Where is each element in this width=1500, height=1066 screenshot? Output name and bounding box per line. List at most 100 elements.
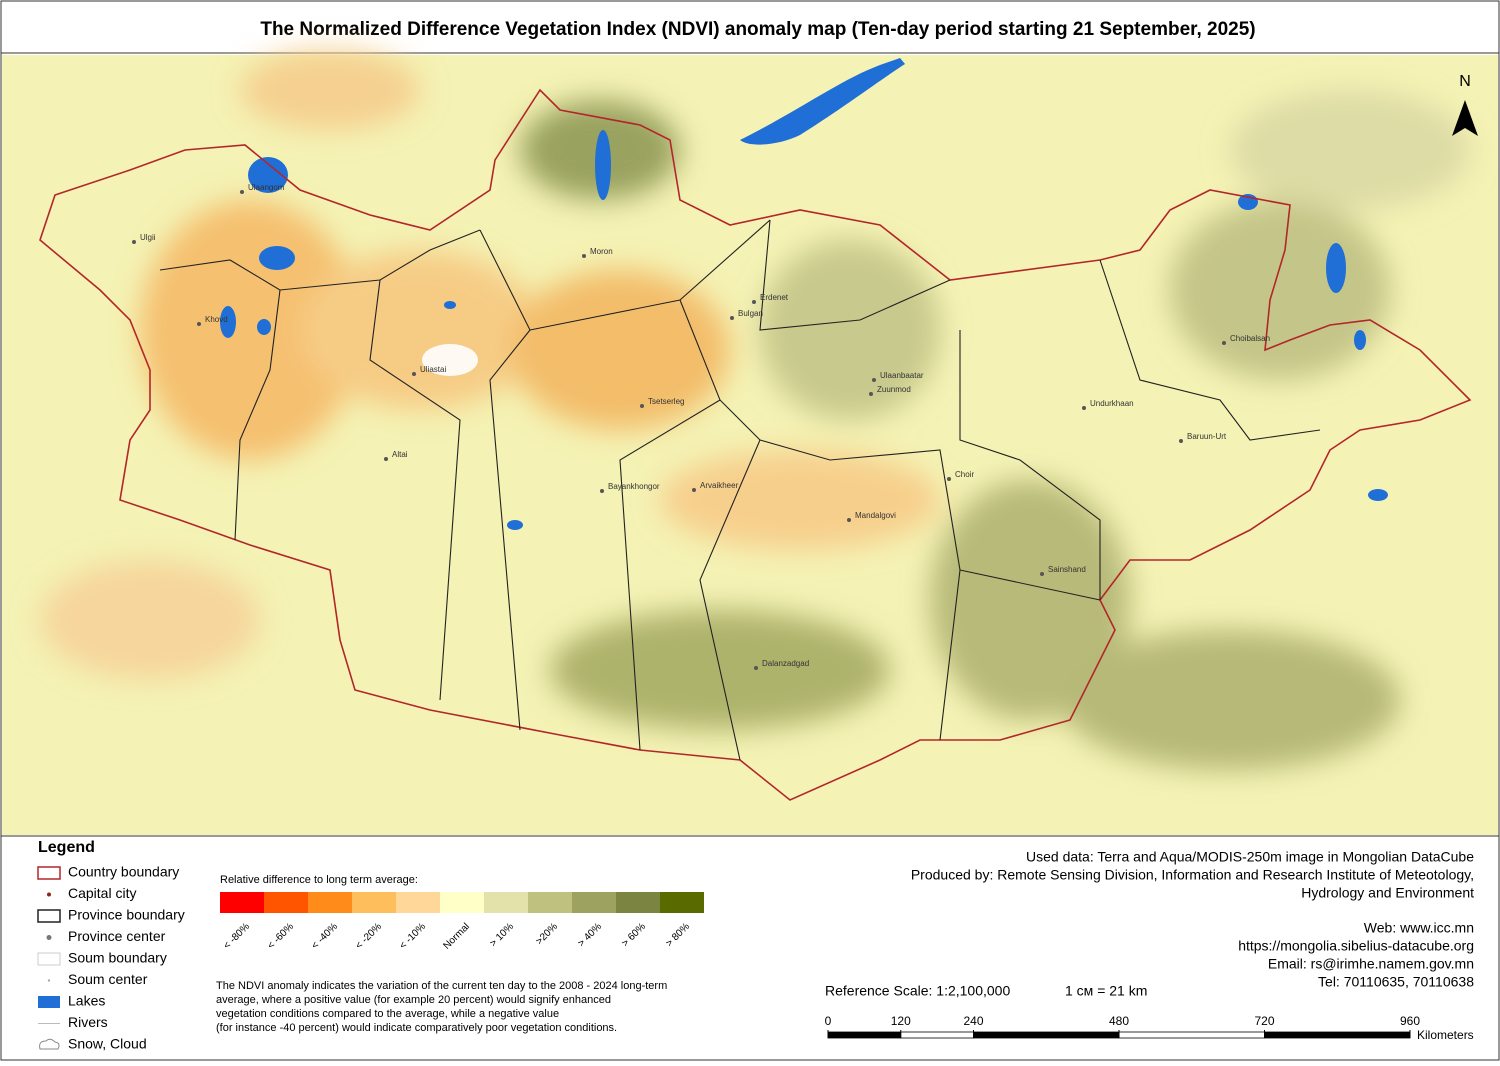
legend-symbol: [46, 935, 52, 940]
legend-symbol: [38, 996, 60, 1008]
place-label: Baruun-Urt: [1187, 432, 1227, 441]
place-label: Choibalsan: [1230, 334, 1270, 343]
place-dot: [600, 489, 604, 493]
place-label: Bayankhongor: [608, 482, 660, 491]
legend-label: Country boundary: [68, 864, 179, 880]
title-box: [0, 0, 1500, 54]
legend-item: Soum center: [47, 971, 148, 987]
legend-symbol: [37, 909, 61, 923]
place-dot: [240, 190, 244, 194]
north-label: N: [1459, 73, 1471, 90]
place-dot: [847, 518, 851, 522]
legend-label: Capital city: [68, 885, 136, 901]
place-dot: [412, 372, 416, 376]
credit-line: Produced by: Remote Sensing Division, In…: [911, 867, 1474, 883]
scale-label: 120: [891, 1014, 911, 1028]
legend-label: Rivers: [68, 1014, 108, 1030]
place-label: Erdenet: [760, 293, 789, 302]
legend-symbol: [37, 866, 61, 880]
place-dot: [869, 392, 873, 396]
scale-segment: [973, 1031, 1120, 1039]
color-class: [484, 892, 528, 913]
places: Ulaangom Ulgii Khovd Uliastai Altai Moron Bulg…: [132, 183, 1270, 670]
legend-label: Lakes: [68, 993, 105, 1009]
title: The Normalized Difference Vegetation Ind…: [260, 19, 1255, 40]
contact-line: Email: rs@irimhe.namem.gov.mn: [1268, 956, 1474, 972]
legend-item: Lakes: [38, 993, 105, 1009]
place-label: Mandalgovi: [855, 511, 896, 520]
color-scale-title: Relative difference to long term average…: [220, 874, 418, 886]
place-dot: [1040, 572, 1044, 576]
legend-label: Soum center: [68, 971, 148, 987]
north-arrow: [1452, 100, 1478, 136]
color-class: [220, 892, 264, 913]
place-dot: [754, 666, 758, 670]
place-dot: [1222, 341, 1226, 345]
contact-line: Web: www.icc.mn: [1364, 920, 1474, 936]
scale-segment: [1264, 1031, 1411, 1039]
color-class: [396, 892, 440, 913]
legend-symbol: [39, 1038, 60, 1050]
place-label: Zuunmod: [877, 385, 911, 394]
place-label: Ulaanbaatar: [880, 371, 924, 380]
scale-label: 720: [1254, 1014, 1274, 1028]
legend-item: Province boundary: [37, 907, 185, 923]
map: N Ulaangom Ulgii Khovd Uliastai Altai Moron Bu…: [2, 50, 1498, 835]
place-dot: [582, 254, 586, 258]
legend-label: Snow, Cloud: [68, 1036, 147, 1052]
place-dot: [872, 378, 876, 382]
place-label: Bulgan: [738, 309, 763, 318]
place-dot: [947, 477, 951, 481]
scale-segment: [827, 1031, 902, 1039]
scale-label: 240: [963, 1014, 983, 1028]
place-label: Altai: [392, 450, 408, 459]
place-dot: [197, 322, 201, 326]
color-class: [572, 892, 616, 913]
anomaly-fields: [40, 50, 1470, 770]
legend-title: Legend: [38, 839, 95, 856]
place-dot: [640, 404, 644, 408]
legend-item: Rivers: [38, 1014, 108, 1030]
reference-scale: Reference Scale: 1:2,100,000: [825, 983, 1010, 999]
scale-segment: [900, 1031, 974, 1039]
place-dot: [1082, 406, 1086, 410]
snow-cloud: [422, 344, 478, 376]
credit-line: Hydrology and Environment: [1301, 885, 1474, 901]
place-dot: [1179, 439, 1183, 443]
contact-line: https://mongolia.sibelius-datacube.org: [1238, 938, 1474, 954]
place-label: Uliastai: [420, 365, 446, 374]
place-label: Undurkhaan: [1090, 399, 1134, 408]
legend-item: Capital city: [47, 885, 136, 901]
credit-line: Used data: Terra and Aqua/MODIS-250m ima…: [1026, 849, 1474, 865]
credits: Used data: Terra and Aqua/MODIS-250m ima…: [911, 849, 1474, 990]
note-line: vegetation conditions compared to the av…: [216, 1008, 559, 1020]
place-label: Dalanzadgad: [762, 659, 809, 668]
legend-label: Province center: [68, 928, 166, 944]
contact-line: Tel: 70110635, 70110638: [1318, 974, 1474, 990]
place-dot: [132, 240, 136, 244]
place-label: Khovd: [205, 315, 228, 324]
legend-label: Province boundary: [68, 907, 185, 923]
color-class: [352, 892, 396, 913]
color-class: [660, 892, 704, 913]
note-line: The NDVI anomaly indicates the variation…: [216, 980, 667, 992]
place-dot: [752, 300, 756, 304]
conversion: 1 см = 21 km: [1065, 983, 1147, 999]
scale-unit: Kilometers: [1417, 1028, 1474, 1042]
legend: Country boundary Capital city Province bou…: [37, 864, 185, 1052]
scale-label: 0: [825, 1014, 832, 1028]
legend-label: Soum boundary: [68, 950, 167, 966]
place-dot: [384, 457, 388, 461]
color-class: [264, 892, 308, 913]
note: The NDVI anomaly indicates the variation…: [216, 980, 667, 1034]
place-label: Choir: [955, 470, 974, 479]
place-dot: [692, 488, 696, 492]
legend-item: Province center: [46, 928, 166, 944]
place-label: Moron: [590, 247, 613, 256]
legend-item: Soum boundary: [37, 950, 167, 966]
province-boundaries: [159, 219, 1321, 761]
legend-symbol: [37, 952, 61, 966]
note-line: (for instance -40 percent) would indicat…: [216, 1022, 617, 1034]
place-label: Sainshand: [1048, 565, 1086, 574]
